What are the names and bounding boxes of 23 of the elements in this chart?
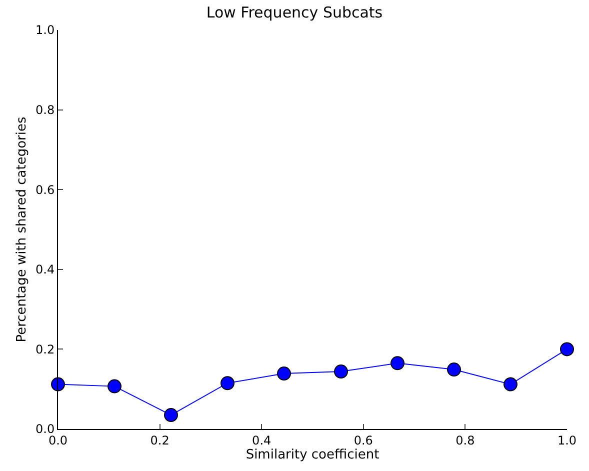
point: [334, 364, 348, 379]
x-tick-label: 0.4: [252, 433, 272, 448]
x-tick-label: 1.0: [557, 433, 577, 448]
point: [447, 362, 461, 377]
point: [277, 366, 291, 381]
y-tick-label: 0.8: [36, 103, 55, 117]
x-tick-label: 0.8: [456, 433, 475, 448]
y-tick-label: 0.6: [36, 182, 55, 197]
point: [390, 356, 404, 370]
point: [108, 379, 122, 394]
y-axis-title: Percentage with shared categories: [14, 116, 30, 342]
point: [220, 376, 234, 390]
point: [504, 377, 518, 392]
x-tick-label: 0.6: [354, 433, 373, 448]
point: [51, 377, 65, 392]
y-tick-label: 0.4: [36, 262, 55, 277]
point: [164, 408, 178, 422]
y-tick-label: 1.0: [36, 23, 55, 38]
point: [560, 342, 574, 356]
chart-title: Low Frequency Subcats: [206, 4, 383, 22]
y-tick-label: 0.2: [36, 342, 55, 356]
x-tick-label: 0.2: [150, 433, 170, 448]
x-axis-title: Similarity coefficient: [246, 447, 380, 462]
